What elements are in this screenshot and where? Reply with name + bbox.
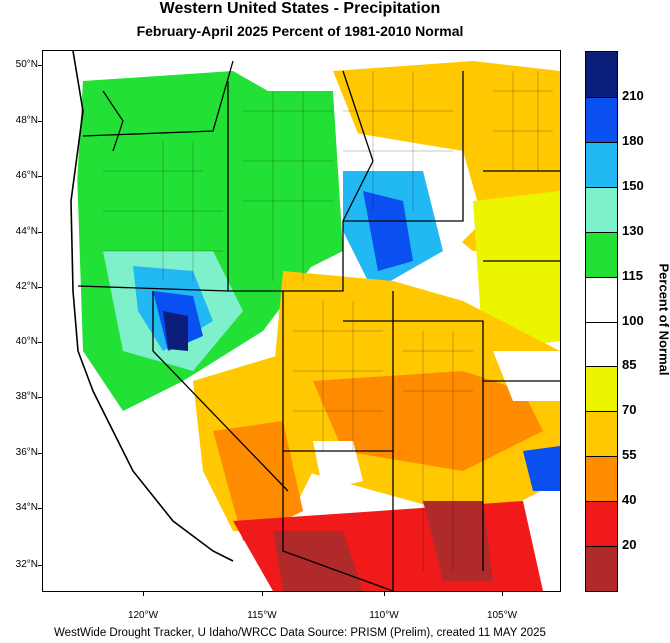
lon-tick xyxy=(143,591,144,596)
colorbar-divider xyxy=(586,321,617,323)
lat-label: 40°N xyxy=(15,336,38,347)
lon-label: 110°W xyxy=(369,610,399,621)
colorbar-title: Percent of Normal xyxy=(656,263,670,376)
colorbar-label: 210 xyxy=(622,87,644,103)
lat-tick xyxy=(38,232,42,233)
map-title: Western United States - Precipitation xyxy=(159,0,441,17)
lat-label: 36°N xyxy=(15,447,38,458)
colorbar-label: 180 xyxy=(622,132,644,148)
colorbar-segment xyxy=(586,321,617,367)
colorbar-segment xyxy=(586,186,617,232)
lat-label: 38°N xyxy=(15,391,38,402)
colorbar-label: 150 xyxy=(622,177,644,193)
colorbar-segment xyxy=(586,52,617,97)
colorbar-segment xyxy=(586,276,617,322)
lat-tick xyxy=(38,397,42,398)
colorbar-label: 100 xyxy=(622,312,644,328)
lat-label: 48°N xyxy=(15,115,38,126)
lat-tick xyxy=(38,508,42,509)
colorbar-divider xyxy=(586,366,617,368)
colorbar-label: 115 xyxy=(622,267,643,283)
map-graphic xyxy=(43,51,560,591)
colorbar-divider xyxy=(586,276,617,278)
county-boundaries xyxy=(103,71,553,571)
colorbar-label: 20 xyxy=(622,537,637,553)
colorbar-label: 40 xyxy=(622,492,637,508)
colorbar-divider xyxy=(586,456,617,458)
precipitation-map xyxy=(42,50,561,592)
footer-credit: WestWide Drought Tracker, U Idaho/WRCC D… xyxy=(54,627,546,639)
lat-tick xyxy=(38,453,42,454)
colorbar-segment xyxy=(586,366,617,412)
colorbar-segment xyxy=(586,96,617,142)
lat-label: 34°N xyxy=(15,502,38,513)
colorbar xyxy=(585,51,618,592)
colorbar-divider xyxy=(586,501,617,503)
lat-tick xyxy=(38,176,42,177)
colorbar-divider xyxy=(586,96,617,98)
lon-label: 105°W xyxy=(486,610,518,621)
lon-label: 115°W xyxy=(247,610,277,621)
lon-tick xyxy=(502,591,503,596)
colorbar-divider xyxy=(586,141,617,143)
lat-label: 42°N xyxy=(15,281,38,292)
colorbar-label: 70 xyxy=(622,402,637,418)
colorbar-divider xyxy=(586,546,617,548)
colorbar-segment xyxy=(586,456,617,502)
colorbar-divider xyxy=(586,231,617,233)
lon-tick xyxy=(384,591,385,596)
colorbar-segment xyxy=(586,141,617,187)
colorbar-label: 85 xyxy=(622,357,637,373)
map-subtitle: February-April 2025 Percent of 1981-2010… xyxy=(136,23,464,39)
lat-tick xyxy=(38,565,42,566)
lat-label: 46°N xyxy=(15,170,38,181)
lat-tick xyxy=(38,121,42,122)
colorbar-segment xyxy=(586,231,617,277)
colorbar-segment xyxy=(586,501,617,547)
lat-label: 50°N xyxy=(15,59,38,70)
lat-tick xyxy=(38,287,42,288)
colorbar-divider xyxy=(586,186,617,188)
colorbar-label: 130 xyxy=(622,222,644,238)
lat-label: 44°N xyxy=(15,226,38,237)
lat-label: 32°N xyxy=(15,559,38,570)
colorbar-label: 55 xyxy=(622,447,637,463)
colorbar-segment xyxy=(586,411,617,457)
lon-label: 120°W xyxy=(127,610,159,621)
lat-tick xyxy=(38,342,42,343)
lon-tick xyxy=(262,591,263,596)
colorbar-divider xyxy=(586,411,617,413)
lat-tick xyxy=(38,65,42,66)
colorbar-segment xyxy=(586,546,617,591)
